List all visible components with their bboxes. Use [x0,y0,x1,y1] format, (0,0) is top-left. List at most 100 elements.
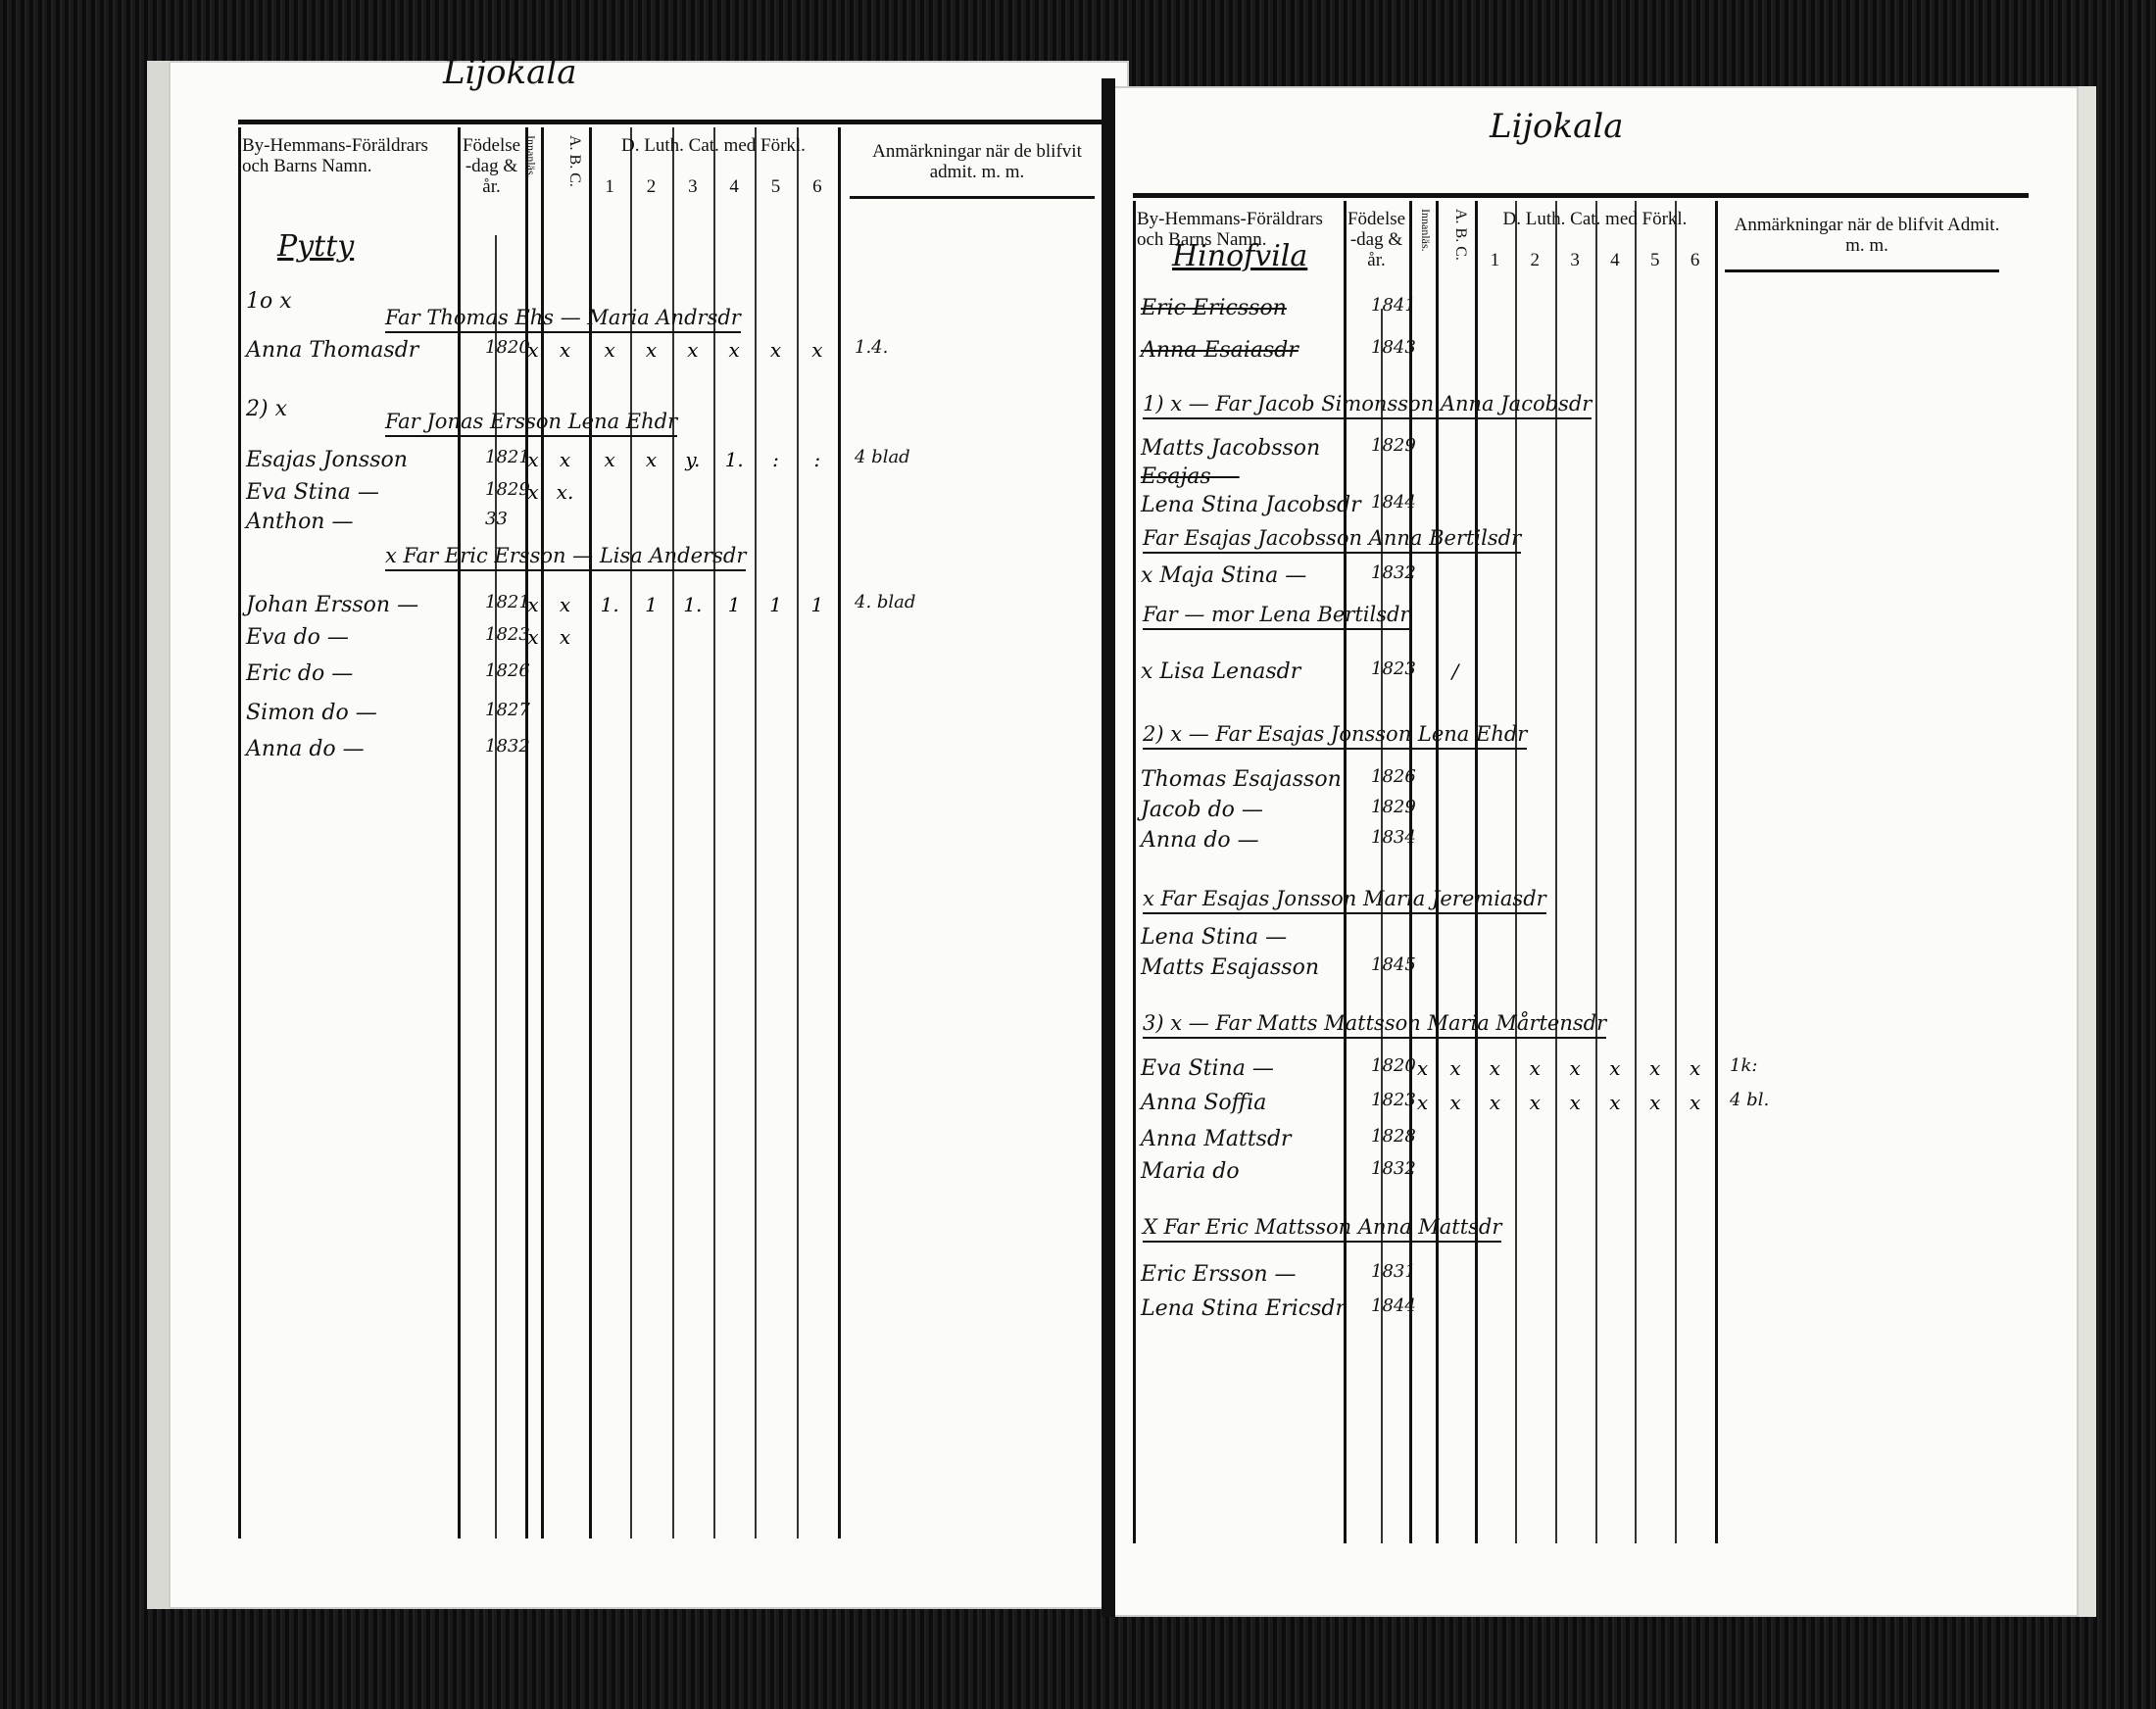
birth-year: 1821 [485,447,530,467]
column-rule [1436,201,1439,1543]
family-line: x Far Eric Ersson — Lisa Andersdr [385,544,747,572]
person-name: Eric Ericsson [1141,296,1287,320]
person-name: Esajas Jonsson [246,448,408,472]
remark: 4 bl. [1730,1090,1770,1110]
catechism-mark: x [1449,1056,1461,1080]
book-gutter [1102,78,1115,1617]
column-rule [1594,201,1597,1543]
catechism-mark: x [1416,1091,1429,1114]
catechism-mark: 1 [727,593,741,616]
catechism-mark: 1 [769,593,782,616]
column-header-cat-4: 4 [729,176,739,197]
family-line: X Far Eric Mattsson Anna Mattsdr [1143,1215,1502,1244]
birth-year: 1829 [1371,797,1416,817]
catechism-mark: x [559,625,571,649]
birth-year: 1823 [1371,659,1416,679]
column-rule [1409,201,1412,1543]
catechism-mark: x [1449,1091,1461,1114]
place-name: Hinofvila [1172,239,1308,273]
person-name: Matts Jacobsson [1141,436,1321,461]
catechism-mark: 1. [683,593,703,616]
birth-year: 1832 [1371,562,1416,583]
catechism-mark: x [645,448,658,471]
household-number: 1o x [246,289,292,314]
person-name: x Maja Stina — [1141,563,1307,588]
catechism-mark: x [1569,1056,1581,1080]
birth-year: 1826 [1371,766,1416,787]
page-title: Lijokala [1490,107,1624,146]
catechism-mark: x [1569,1091,1581,1114]
column-header-birth: Födelse-dag & år. [1347,209,1406,270]
catechism-mark: x [1689,1091,1701,1114]
column-rule [796,127,799,1538]
birth-year: 1831 [1371,1261,1416,1282]
birth-year: 1821 [485,592,530,612]
person-name: Esajas — [1141,464,1240,489]
column-rule [589,127,592,1538]
column-header-cat-2: 2 [646,176,657,197]
catechism-mark: x [604,338,615,362]
column-rule [1475,201,1478,1543]
catechism-mark: x [559,338,571,362]
column-rule [838,127,841,1538]
column-header-catechism: D. Luth. Cat. med Förkl. [621,135,806,156]
column-header-cat-3: 3 [688,176,698,197]
birth-year: 1827 [485,700,530,720]
person-name: Anna do — [246,737,365,761]
left-page: Lijokala By-Hemmans-Föräldrars och Barns … [147,53,1129,1609]
person-name: Eva Stina — [246,480,379,505]
catechism-mark: : [813,448,821,471]
column-rule [525,127,528,1538]
column-rule [1554,201,1557,1543]
birth-year: 1841 [1371,295,1416,316]
remark: 4 blad [855,447,910,467]
family-line: 1) x — Far Jacob Simonsson Anna Jacobsdr [1143,392,1592,420]
person-name: Anna do — [1141,828,1259,853]
birth-year: 1844 [1371,1295,1416,1316]
birth-year: 33 [485,509,508,529]
catechism-mark: x [1529,1056,1541,1080]
column-rule [713,127,715,1538]
column-rule [1514,201,1517,1543]
column-header-innanlasning: Innanläs. [1419,209,1433,252]
person-name: Anna Esaiasdr [1141,338,1298,363]
column-rule [630,127,633,1538]
catechism-mark: x [1489,1056,1501,1080]
column-header-cat-1: 1 [605,176,614,197]
column-header-cat-1: 1 [1490,250,1500,270]
birth-year: 1826 [485,660,530,681]
household-number: 2) x [246,397,287,421]
column-header-cat-5: 5 [770,176,781,197]
catechism-mark: x [604,448,615,471]
catechism-mark: x [811,338,823,362]
birth-year: 1829 [1371,435,1416,456]
birth-year: 1820 [485,337,530,358]
catechism-mark: x [527,338,539,362]
column-rule [1715,201,1718,1543]
birth-year: 1845 [1371,954,1416,975]
remark: 1k: [1730,1055,1758,1076]
column-header-cat-5: 5 [1649,250,1660,270]
person-name: Maria do [1141,1159,1240,1184]
header-top-rule [1133,193,2029,198]
remarks-header-rule [850,196,1095,199]
column-rule [1381,309,1383,1543]
header-top-rule [238,120,1124,124]
column-header-names: By-Hemmans-Föräldrars och Barns Namn. [1137,209,1323,250]
catechism-mark: x [559,593,571,616]
person-name: Anna Thomasdr [246,338,419,363]
catechism-mark: x [527,480,539,504]
catechism-mark: y. [685,448,701,471]
catechism-mark: / [1451,659,1459,683]
column-rule [495,235,497,1538]
person-name: Eva Stina — [1141,1056,1274,1081]
person-name: Simon do — [246,701,377,725]
remark: 4. blad [855,592,916,612]
right-page: Lijokala By-Hemmans-Föräldrars och Barns … [1113,86,2096,1617]
person-name: Lena Stina — [1141,925,1288,950]
catechism-mark: 1 [810,593,824,616]
column-header-cat-6: 6 [1690,250,1700,270]
birth-year: 1844 [1371,492,1416,513]
family-line: x Far Esajas Jonsson Maria Jeremiasdr [1143,887,1546,915]
catechism-mark: x [1609,1056,1621,1080]
